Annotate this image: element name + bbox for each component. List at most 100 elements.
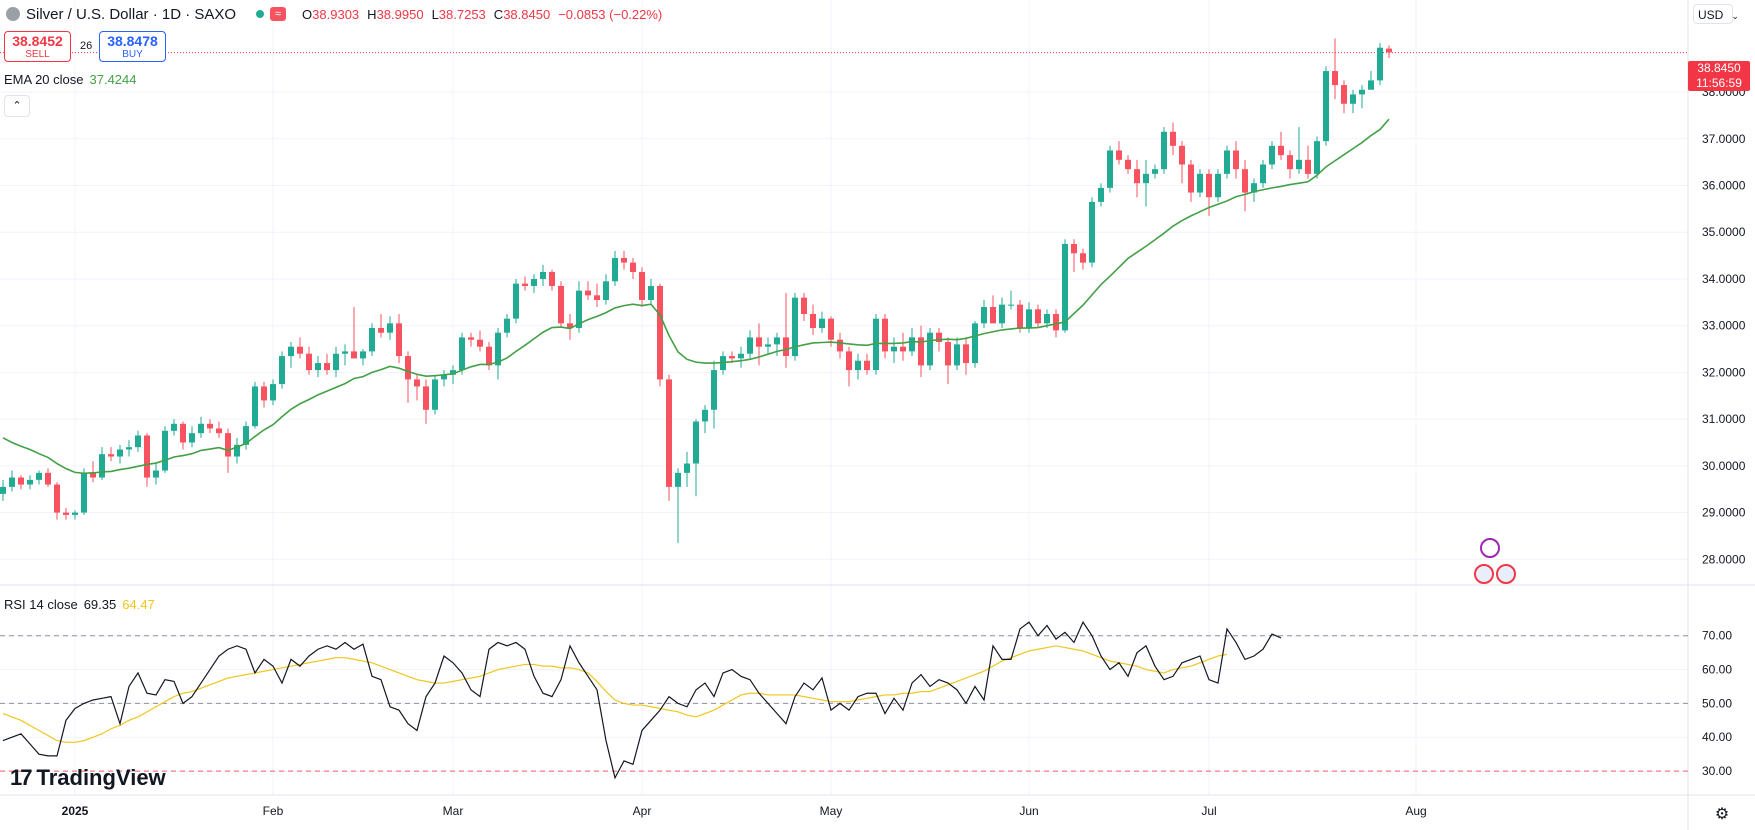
candle-body — [909, 337, 915, 352]
rsi-tick-label: 30.00 — [1702, 764, 1732, 778]
candle-body — [1107, 150, 1113, 188]
candle-body — [108, 454, 114, 457]
price-tick-label: 32.0000 — [1702, 365, 1746, 379]
lightning-event-icon[interactable] — [1480, 538, 1500, 558]
candle-body — [1350, 94, 1356, 104]
candle-body — [621, 257, 627, 263]
open-value: 38.9303 — [312, 6, 360, 22]
symbol-title[interactable]: Silver / U.S. Dollar · 1D · SAXO — [26, 5, 237, 23]
candle-body — [1134, 169, 1140, 184]
ema-legend[interactable]: EMA 20 close 37.4244 — [4, 72, 137, 87]
candle-body — [414, 379, 420, 387]
candle-body — [369, 328, 375, 352]
candle-body — [576, 290, 582, 329]
rsi-ma-value: 64.47 — [122, 597, 155, 612]
candle-body — [846, 351, 852, 371]
candle-body — [90, 472, 96, 478]
ohlc-values: O38.9303 H38.9950 L38.7253 C38.8450 −0.0… — [302, 6, 663, 22]
price-tick-label: 35.0000 — [1702, 225, 1746, 239]
candle-body — [1179, 145, 1185, 165]
candle-body — [1170, 131, 1176, 146]
candle-body — [261, 386, 267, 401]
high-value: 38.9950 — [376, 6, 424, 22]
currency-button[interactable]: USD ⌄ — [1693, 4, 1739, 24]
buy-price: 38.8478 — [107, 33, 158, 49]
candle-body — [648, 285, 654, 300]
candle-body — [738, 353, 744, 359]
candle-body — [1017, 304, 1023, 329]
us-flag-event-icon[interactable] — [1474, 564, 1494, 584]
candle-body — [729, 356, 735, 359]
candle-body — [1062, 243, 1068, 331]
time-tick-label: Aug — [1405, 804, 1426, 818]
buy-label: BUY — [122, 49, 143, 60]
candle-body — [189, 433, 195, 443]
candle-body — [468, 337, 474, 340]
sell-button[interactable]: 38.8452 SELL — [4, 31, 71, 62]
candle-body — [63, 512, 69, 515]
data-flag-icon[interactable]: ≈ — [270, 7, 287, 21]
candle-body — [162, 430, 168, 471]
time-tick-label: Jun — [1019, 804, 1038, 818]
symbol-header: Silver / U.S. Dollar · 1D · SAXO ≈ O38.9… — [0, 4, 662, 24]
rsi-tick-label: 40.00 — [1702, 730, 1732, 744]
last-price-tag: 38.8450 11:56:59 — [1688, 61, 1750, 91]
candle-body — [1377, 47, 1383, 81]
rsi-tick-label: 70.00 — [1702, 629, 1732, 643]
candle-body — [351, 351, 357, 359]
market-open-icon[interactable] — [256, 10, 265, 18]
candle-body — [774, 337, 780, 345]
rsi-tick-label: 60.00 — [1702, 663, 1732, 677]
candle-body — [873, 318, 879, 371]
candle-body — [567, 323, 573, 329]
sell-label: SELL — [25, 49, 50, 60]
last-price: 38.8450 — [1697, 61, 1741, 75]
candle-body — [216, 428, 222, 434]
candle-body — [999, 304, 1005, 324]
candle-body — [990, 307, 996, 324]
us-flag-event-icon-2[interactable] — [1496, 564, 1516, 584]
candle-body — [522, 283, 528, 286]
candle-body — [234, 444, 240, 457]
collapse-legend-button[interactable]: ⌃ — [4, 95, 30, 117]
candle-body — [288, 346, 294, 357]
time-tick-label: Apr — [633, 804, 652, 818]
candle-body — [405, 356, 411, 380]
tradingview-logo[interactable]: 17 TradingView — [10, 765, 166, 791]
candle-body — [1035, 309, 1041, 324]
candle-body — [378, 328, 384, 333]
candle-body — [1296, 159, 1302, 170]
tradingview-logo-icon: 17 — [10, 765, 33, 790]
candle-body — [801, 297, 807, 315]
candle-body — [1197, 173, 1203, 193]
candle-body — [270, 384, 276, 401]
rsi-legend[interactable]: RSI 14 close 69.35 64.47 — [4, 597, 155, 612]
candle-body — [1215, 173, 1221, 198]
candle-body — [558, 285, 564, 324]
candle-body — [1368, 80, 1374, 90]
candle-body — [1233, 150, 1239, 170]
candle-body — [1080, 253, 1086, 263]
candle-body — [1206, 173, 1212, 198]
candle-body — [207, 423, 213, 429]
rsi-line — [2, 620, 1282, 780]
candle-body — [423, 386, 429, 410]
candle-body — [1386, 48, 1392, 53]
gear-icon[interactable]: ⚙ — [1714, 806, 1730, 823]
candle-body — [450, 370, 456, 375]
price-tick-label: 33.0000 — [1702, 319, 1746, 333]
price-tick-label: 37.0000 — [1702, 132, 1746, 146]
candle-body — [279, 356, 285, 385]
candle-body — [432, 379, 438, 410]
candle-body — [864, 360, 870, 371]
candle-body — [54, 484, 60, 513]
candle-body — [495, 332, 501, 366]
candle-body — [783, 337, 789, 357]
candle-body — [927, 332, 933, 366]
candle-body — [891, 346, 897, 352]
spread-value: 26 — [80, 40, 93, 52]
buy-button[interactable]: 38.8478 BUY — [99, 31, 166, 62]
candle-body — [513, 283, 519, 319]
candle-body — [360, 351, 366, 359]
